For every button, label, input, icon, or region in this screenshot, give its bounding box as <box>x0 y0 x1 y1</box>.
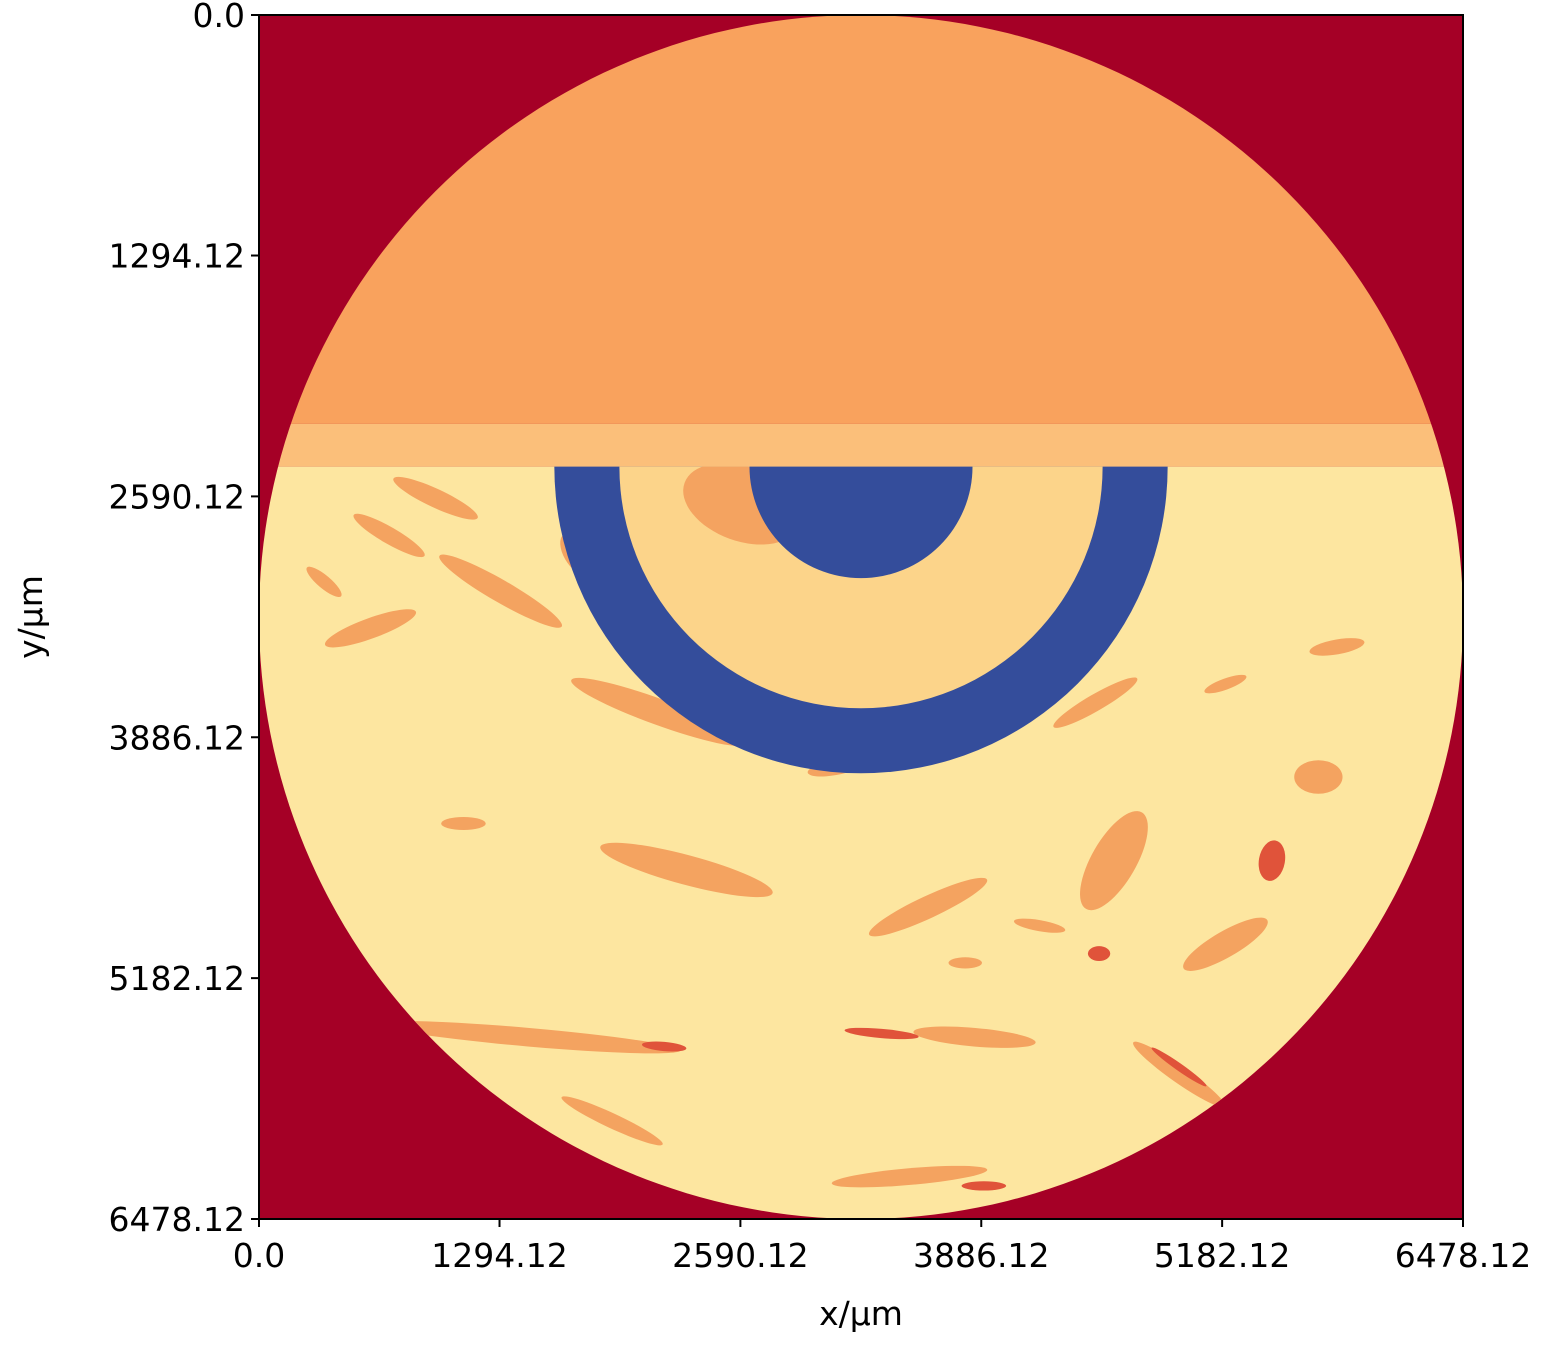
pore <box>1183 917 1268 971</box>
pore <box>1309 638 1365 656</box>
field-of-view <box>259 15 1463 1219</box>
y-tick-label: 2590.12 <box>109 477 245 516</box>
x-tick-label: 0.0 <box>233 1236 285 1275</box>
dark-pore <box>1087 946 1111 962</box>
pore <box>1133 1041 1225 1108</box>
x-tick-label: 3886.12 <box>913 1236 1049 1275</box>
x-tick-label: 5182.12 <box>1154 1236 1290 1275</box>
pore <box>393 476 478 520</box>
pore <box>1013 918 1066 933</box>
pore <box>376 1021 681 1054</box>
interface-band <box>259 423 1463 467</box>
pore <box>1204 674 1247 694</box>
axes-frame <box>258 14 1464 1220</box>
pore <box>441 816 486 830</box>
pore <box>324 609 417 648</box>
dark-pore <box>641 1041 687 1052</box>
y-axis-label: y/µm <box>11 575 50 659</box>
pore <box>439 554 563 628</box>
y-tick-label: 0.0 <box>193 0 245 35</box>
pore <box>868 877 988 937</box>
pore <box>353 513 425 558</box>
pore <box>1053 677 1138 728</box>
implant-inner-cavity <box>619 466 1103 709</box>
y-tick-label: 6478.12 <box>109 1200 245 1239</box>
implant-inner-core <box>749 466 973 579</box>
implant <box>554 466 1168 774</box>
dark-pore <box>844 1027 919 1040</box>
pore <box>831 1165 988 1188</box>
heatmap-image <box>259 15 1463 1219</box>
pore <box>913 1026 1036 1048</box>
pore <box>948 957 982 969</box>
pore <box>561 1096 663 1146</box>
x-tick-label: 2590.12 <box>672 1236 808 1275</box>
y-tick-label: 5182.12 <box>109 959 245 998</box>
x-axis-label: x/µm <box>819 1294 903 1333</box>
x-tick-label: 1294.12 <box>431 1236 567 1275</box>
pore <box>1080 811 1148 911</box>
dark-pore <box>961 1181 1007 1191</box>
x-axis: 0.0 1294.12 2590.12 3886.12 5182.12 6478.12 <box>233 1219 1531 1275</box>
dark-pore <box>1151 1047 1207 1087</box>
y-axis: 0.0 1294.12 2590.12 3886.12 5182.12 6478.12 <box>109 0 259 1239</box>
x-tick-label: 6478.12 <box>1395 1236 1531 1275</box>
pore <box>306 566 342 598</box>
pore <box>600 842 773 898</box>
y-tick-label: 1294.12 <box>109 237 245 276</box>
y-tick-label: 3886.12 <box>109 718 245 757</box>
dark-pore <box>1258 840 1286 881</box>
pore <box>1294 760 1343 794</box>
